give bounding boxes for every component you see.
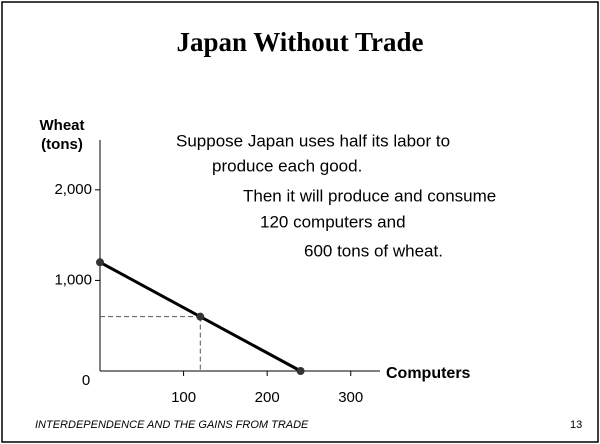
x-tick-label: 200 xyxy=(255,389,280,406)
x-tick-label: 100 xyxy=(171,389,196,406)
y-tick-label: 0 xyxy=(82,372,90,389)
y-axis-label: Wheat xyxy=(40,117,85,134)
annotation: Suppose Japan uses half its labor to xyxy=(176,131,450,150)
x-tick-label: 300 xyxy=(338,389,363,406)
point xyxy=(96,258,104,267)
point xyxy=(296,367,305,375)
title: Japan Without Trade xyxy=(176,27,423,57)
annotation: 600 tons of wheat. xyxy=(304,241,443,260)
point xyxy=(196,312,205,321)
y-tick-label: 2,000 xyxy=(54,181,92,198)
page-number: 13 xyxy=(570,419,582,431)
footer: INTERDEPENDENCE AND THE GAINS FROM TRADE xyxy=(35,419,309,431)
y-axis-label: (tons) xyxy=(41,136,83,153)
annotation: 120 computers and xyxy=(260,212,406,231)
annotation: Then it will produce and consume xyxy=(243,186,496,205)
annotation: produce each good. xyxy=(212,156,362,175)
y-tick-label: 1,000 xyxy=(54,271,92,288)
x-axis-label: Computers xyxy=(386,365,471,382)
